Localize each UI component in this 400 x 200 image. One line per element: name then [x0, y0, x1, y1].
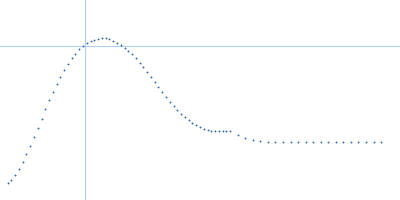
Point: [155, 85, 162, 89]
Point: [72, 52, 79, 55]
Point: [148, 75, 154, 78]
Point: [68, 57, 75, 60]
Point: [54, 82, 60, 85]
Point: [16, 167, 22, 170]
Point: [310, 140, 316, 143]
Point: [265, 140, 271, 143]
Point: [234, 133, 241, 136]
Point: [152, 80, 158, 83]
Point: [121, 46, 128, 49]
Point: [46, 99, 52, 102]
Point: [220, 130, 226, 133]
Point: [163, 95, 169, 99]
Point: [110, 39, 116, 42]
Point: [378, 140, 384, 144]
Point: [102, 37, 109, 40]
Point: [200, 127, 207, 130]
Point: [348, 140, 354, 144]
Point: [295, 140, 301, 143]
Point: [144, 70, 150, 73]
Point: [227, 129, 233, 132]
Point: [4, 181, 11, 185]
Point: [363, 140, 369, 144]
Point: [197, 126, 203, 129]
Point: [325, 140, 332, 143]
Point: [133, 57, 139, 60]
Point: [302, 140, 309, 143]
Point: [80, 45, 86, 48]
Point: [23, 153, 30, 156]
Point: [34, 126, 41, 130]
Point: [159, 90, 166, 94]
Point: [272, 141, 279, 144]
Point: [106, 38, 113, 41]
Point: [216, 130, 222, 133]
Point: [140, 66, 146, 69]
Point: [250, 138, 256, 141]
Point: [20, 160, 26, 163]
Point: [189, 121, 196, 125]
Point: [223, 130, 230, 133]
Point: [340, 140, 346, 144]
Point: [136, 61, 143, 64]
Point: [318, 140, 324, 143]
Point: [257, 139, 264, 143]
Point: [212, 130, 218, 133]
Point: [27, 145, 33, 148]
Point: [118, 43, 124, 47]
Point: [186, 119, 192, 122]
Point: [208, 129, 214, 132]
Point: [61, 68, 67, 71]
Point: [178, 112, 184, 115]
Point: [95, 37, 101, 40]
Point: [287, 140, 294, 144]
Point: [333, 140, 339, 143]
Point: [31, 136, 37, 139]
Point: [84, 42, 90, 45]
Point: [50, 90, 56, 93]
Point: [193, 124, 200, 127]
Point: [12, 173, 18, 176]
Point: [125, 49, 132, 52]
Point: [8, 178, 14, 181]
Point: [42, 108, 48, 111]
Point: [242, 136, 248, 139]
Point: [129, 53, 135, 56]
Point: [280, 141, 286, 144]
Point: [204, 128, 211, 131]
Point: [170, 105, 177, 108]
Point: [65, 62, 71, 65]
Point: [174, 109, 180, 112]
Point: [182, 116, 188, 119]
Point: [114, 41, 120, 44]
Point: [370, 140, 377, 144]
Point: [76, 48, 82, 51]
Point: [99, 37, 105, 40]
Point: [87, 40, 94, 43]
Point: [355, 140, 362, 144]
Point: [91, 38, 98, 41]
Point: [38, 117, 45, 120]
Point: [167, 100, 173, 103]
Point: [57, 75, 64, 78]
